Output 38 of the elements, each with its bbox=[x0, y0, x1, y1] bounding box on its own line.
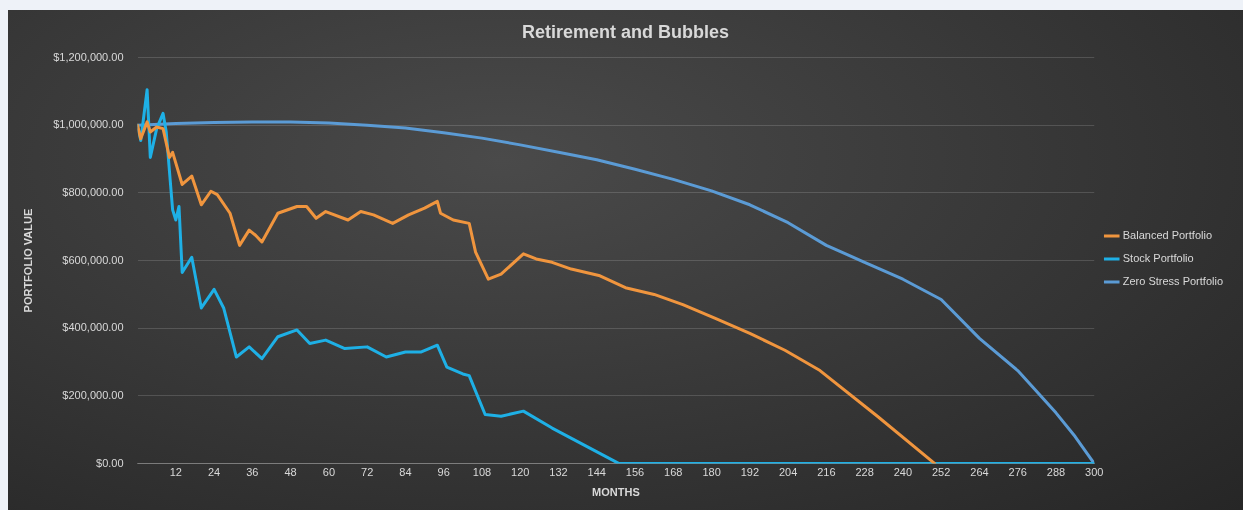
x-tick-label: 252 bbox=[931, 466, 951, 479]
x-tick-label: 96 bbox=[437, 466, 450, 479]
y-tick-label: $800,000.00 bbox=[62, 185, 124, 198]
x-tick-label: 48 bbox=[284, 466, 297, 479]
x-tick-label: 108 bbox=[472, 466, 492, 479]
x-tick-label: 12 bbox=[169, 466, 182, 479]
chart-title: Retirement and Bubbles bbox=[521, 21, 730, 42]
x-tick-label: 24 bbox=[207, 466, 221, 479]
legend-label: Balanced Portfolio bbox=[1122, 229, 1213, 242]
x-tick-label: 120 bbox=[511, 466, 530, 479]
x-tick-label: 132 bbox=[549, 466, 568, 479]
x-tick-label: 204 bbox=[778, 466, 798, 479]
x-tick-label: 276 bbox=[1008, 466, 1027, 479]
x-tick-label: 300 bbox=[1085, 466, 1104, 479]
x-tick-label: 84 bbox=[399, 466, 412, 479]
x-tick-label: 60 bbox=[322, 466, 336, 479]
x-tick-label: 216 bbox=[817, 466, 836, 479]
y-tick-label: $200,000.00 bbox=[62, 388, 124, 401]
x-tick-label: 264 bbox=[970, 466, 989, 479]
y-tick-label: $0.00 bbox=[96, 456, 124, 469]
y-tick-label: $1,000,000.00 bbox=[53, 118, 124, 131]
x-tick-label: 72 bbox=[361, 466, 374, 479]
y-axis-title: PORTFOLIO VALUE bbox=[21, 208, 34, 313]
y-tick-label: $600,000.00 bbox=[62, 253, 124, 266]
x-tick-label: 288 bbox=[1046, 466, 1066, 479]
y-tick-label: $1,200,000.00 bbox=[53, 50, 124, 63]
x-axis-title: MONTHS bbox=[592, 486, 640, 499]
x-tick-label: 192 bbox=[740, 466, 760, 479]
x-tick-label: 228 bbox=[855, 466, 874, 479]
x-tick-label: 36 bbox=[246, 466, 259, 479]
legend-label: Stock Portfolio bbox=[1122, 252, 1194, 265]
x-tick-label: 180 bbox=[702, 466, 721, 479]
x-tick-label: 240 bbox=[893, 466, 913, 479]
x-tick-label: 144 bbox=[587, 466, 606, 479]
y-tick-label: $400,000.00 bbox=[62, 321, 124, 334]
x-tick-label: 168 bbox=[664, 466, 683, 479]
x-tick-label: 156 bbox=[625, 466, 645, 479]
legend-label: Zero Stress Portfolio bbox=[1122, 275, 1224, 288]
